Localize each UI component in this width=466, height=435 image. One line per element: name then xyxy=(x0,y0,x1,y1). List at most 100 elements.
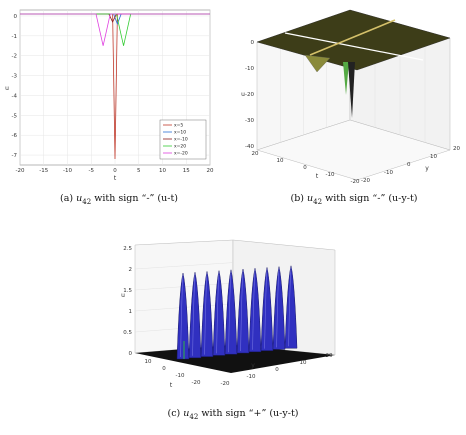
plot-b-xtick: 0 xyxy=(303,165,307,171)
caption-c-text: with sign “+” (u-y-t) xyxy=(201,408,299,419)
plot-a-xtick: 0 xyxy=(113,168,117,174)
plot-c-xtick: -10 xyxy=(176,373,185,379)
plot-b-ztick: 0 xyxy=(251,40,255,46)
plot-c-xtick: -20 xyxy=(192,380,201,386)
caption-a-var: u xyxy=(76,193,83,204)
plot-c-peak xyxy=(272,266,286,350)
plot-c-peak-highlight xyxy=(276,268,280,348)
plot-c-peak-highlight xyxy=(240,270,244,352)
plot-c-ztick: 2.5 xyxy=(123,246,132,252)
plot-a-ytick: -2 xyxy=(12,54,17,60)
plot-c-peak xyxy=(200,271,214,357)
plot-b-ytick: 20 xyxy=(453,146,460,152)
plot-c-peak-highlight xyxy=(252,270,256,350)
plot-b-xtick: 20 xyxy=(252,151,259,157)
plot-c-ytick: 10 xyxy=(300,360,307,366)
plot-c-ztick: 1.5 xyxy=(123,288,132,294)
plot-b-xtick: 10 xyxy=(277,158,284,164)
plot-b-zlabel: u xyxy=(241,91,245,98)
plot-c-peak xyxy=(212,270,226,356)
caption-c-sub: 42 xyxy=(189,412,199,421)
plot-a-ytick: -5 xyxy=(12,113,18,119)
plot-c-xtick: 0 xyxy=(162,366,166,372)
plot-b-ytick: -20 xyxy=(361,178,370,184)
plot-c-peaks xyxy=(176,265,298,360)
plot-a-xtick: -15 xyxy=(39,168,48,174)
plot-b-green-dip xyxy=(343,62,349,95)
plot-b-ytick: 10 xyxy=(430,154,437,160)
plot-c-peak-highlight xyxy=(180,274,184,358)
plot-c-ztick: 0 xyxy=(129,351,133,357)
plot-a-xtick: -5 xyxy=(89,168,95,174)
caption-b-sub: 42 xyxy=(313,197,323,206)
caption-b: (b) u42 with sign “-” (u-y-t) xyxy=(243,193,465,206)
plot-b-crest-line-2 xyxy=(309,19,396,56)
caption-c-var: u xyxy=(183,408,190,419)
plot-a-xtick: -20 xyxy=(16,168,25,174)
caption-b-tag: (b) xyxy=(290,193,305,204)
plot-a-legend-label: x=10 xyxy=(174,130,186,136)
plot-c-peak xyxy=(188,272,202,359)
plot-a-legend-box xyxy=(159,119,207,160)
plot-c-ylabel: y xyxy=(251,362,255,369)
plot-c-ztick: 2 xyxy=(129,267,133,273)
plot-a-ytick: -1 xyxy=(12,34,17,40)
plot-b-xtick: -20 xyxy=(351,179,360,185)
plot-c-peak xyxy=(176,272,190,360)
plot-c-ztick: 1 xyxy=(129,309,133,315)
plot-a-legend-label: x=-10 xyxy=(174,137,188,143)
plot-c-ytick: -10 xyxy=(247,374,256,380)
plot-c-peak-highlight xyxy=(192,274,196,356)
plot-c-ytick: 0 xyxy=(275,367,279,373)
plot-c-peak-highlight xyxy=(216,272,220,354)
plot-b-ztick: -30 xyxy=(245,118,254,124)
plot-a-ytick: -7 xyxy=(12,153,18,159)
plot-a-legend-label: x=20 xyxy=(174,144,186,150)
plot-a-ytick: 0 xyxy=(14,14,18,20)
plot-b-spike xyxy=(348,62,355,118)
plot-c-grid-line xyxy=(134,262,234,270)
plot-a-ytick: -6 xyxy=(12,133,18,139)
plot-a-xlabel: t xyxy=(114,175,117,182)
plot-c-peak xyxy=(248,268,262,353)
plot-c-xtick: 10 xyxy=(145,359,152,365)
caption-b-text: with sign “-” (u-y-t) xyxy=(325,193,418,204)
plot-c-peak-highlight xyxy=(264,269,268,349)
plot-b-ztick: -40 xyxy=(245,144,254,150)
plot-b-ylabel: y xyxy=(425,165,429,172)
plot-a-ylabel: u xyxy=(5,85,9,92)
plot-a-xtick: 5 xyxy=(137,168,141,174)
plot-c-peak-highlight xyxy=(228,271,232,353)
plot-b-olive-dip xyxy=(304,54,331,73)
caption-c-tag: (c) xyxy=(167,408,181,419)
caption-b-var: u xyxy=(307,193,314,204)
plot-a-series-line xyxy=(20,13,210,46)
plot-a-xtick: -10 xyxy=(63,168,72,174)
plot-b-ztick: -20 xyxy=(245,92,254,98)
plot-b-ytick: -10 xyxy=(384,170,393,176)
plot-c-peak-highlight xyxy=(288,267,292,347)
caption-a-sub: 42 xyxy=(82,197,92,206)
plot-b-ztick: -10 xyxy=(245,66,254,72)
caption-a-tag: (a) xyxy=(60,193,74,204)
plot-a-ytick: -3 xyxy=(12,74,18,80)
plot-a-legend-label: x=-20 xyxy=(174,151,188,157)
caption-c: (c) u42 with sign “+” (u-y-t) xyxy=(113,408,353,421)
plot-c-zlabel: u xyxy=(121,292,125,299)
plot-b-xlabel: t xyxy=(316,173,319,180)
plot-a-xtick: 20 xyxy=(207,168,214,174)
plot-b-floor xyxy=(256,119,451,181)
figure-c-surface: 0 0.5 1 1.5 2 2.5 10 0 -10 -20 -20 -10 0 10 20 u t y xyxy=(121,239,336,389)
plot-c-ztick: 0.5 xyxy=(123,330,132,336)
figure-a-line-chart: -20 -15 -10 -5 0 5 10 15 20 0 -1 -2 -3 -4 -5 -6 -7 t u x… xyxy=(5,9,214,182)
plot-a-legend-label: x=5 xyxy=(174,123,183,129)
caption-a-text: with sign “-” (u-t) xyxy=(94,193,178,204)
plot-a-xtick: 15 xyxy=(183,168,190,174)
plot-b-xtick: -10 xyxy=(326,172,335,178)
plot-c-peak xyxy=(284,265,298,349)
plot-a-ytick: -4 xyxy=(12,93,18,99)
plot-c-ytick: -20 xyxy=(221,381,230,387)
plot-c-peak xyxy=(260,267,274,351)
plot-a-xtick: 10 xyxy=(159,168,166,174)
